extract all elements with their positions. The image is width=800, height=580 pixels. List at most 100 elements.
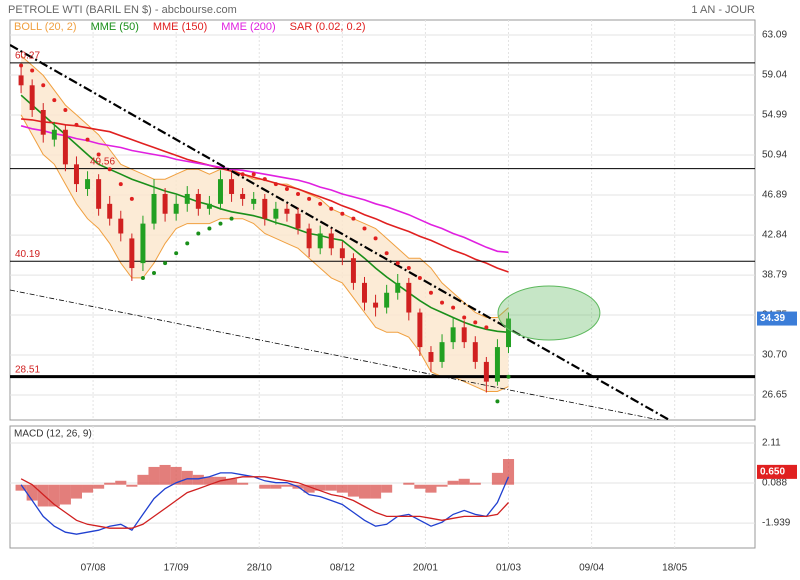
last-value: 34.39 [760, 313, 785, 324]
histogram-bar [226, 478, 238, 485]
histogram-bar [314, 484, 326, 491]
last-value-box [757, 464, 797, 479]
candle-body [118, 218, 124, 234]
sar-dot [506, 374, 511, 379]
sar-dot [30, 68, 35, 73]
sar-dot [140, 275, 145, 280]
histogram-bar [82, 484, 94, 493]
histogram-bar [104, 482, 116, 485]
y-tick-label: 46.89 [762, 190, 787, 201]
histogram-bar [414, 484, 426, 489]
period-label: 1 AN - JOUR [691, 4, 755, 16]
candle-body [350, 258, 356, 283]
macd-line [20, 472, 510, 535]
candle-body [384, 292, 390, 308]
candle-body [483, 361, 489, 382]
candle-body [439, 342, 445, 362]
candle-body [29, 85, 35, 110]
candle-body [85, 179, 91, 190]
histogram-bar [303, 484, 315, 493]
sar-dot [495, 399, 500, 404]
sar-dot [362, 226, 367, 231]
candle-body [306, 228, 312, 249]
sar-dot [284, 187, 289, 192]
histogram-bar [502, 459, 515, 485]
macd-title: MACD (12, 26, 9) [14, 429, 92, 440]
sar-dot [240, 172, 245, 177]
candle-body [40, 109, 46, 135]
y-tick-label: 2.11 [762, 438, 781, 449]
signal-line [20, 476, 509, 529]
histogram-bar [370, 484, 382, 499]
candle-body [217, 179, 223, 204]
level-label: 49.56 [90, 156, 115, 167]
candle-body [73, 164, 79, 185]
sar-dot [451, 305, 456, 310]
sar-dot [384, 251, 389, 256]
y-tick-label: 38.79 [762, 270, 787, 281]
sar-dot [428, 290, 433, 295]
level-label: 40.19 [15, 249, 40, 260]
histogram-bar [336, 484, 348, 493]
sar-dot [417, 275, 422, 280]
candle-body [162, 193, 168, 214]
candle-body [450, 327, 456, 343]
sar-dot [229, 216, 234, 221]
x-tick-label: 01/03 [496, 563, 521, 574]
sar-dot [63, 107, 68, 112]
bollinger-lower [20, 114, 509, 392]
candle-body [362, 282, 367, 303]
candle-body [96, 179, 102, 209]
sar-dot [373, 236, 378, 241]
sar-dot [118, 182, 123, 187]
sar-dot [307, 196, 312, 201]
y-tick-label: 54.99 [762, 110, 787, 121]
moving-average-line [20, 125, 509, 254]
histogram-bar [181, 470, 193, 485]
sar-dot [85, 137, 90, 142]
sar-dot [351, 216, 356, 221]
sar-dot [129, 196, 134, 201]
last-value: 0.650 [760, 467, 785, 478]
histogram-bar [126, 484, 138, 487]
sar-dot [185, 241, 190, 246]
target-zone [497, 285, 601, 341]
level-label: 60.27 [15, 51, 40, 62]
candle-body [406, 282, 412, 313]
sar-dot [251, 172, 256, 177]
sar-dot [340, 211, 345, 216]
histogram-bar [26, 484, 38, 501]
trend-line [10, 289, 662, 420]
histogram-bar [59, 484, 71, 505]
candle-body [140, 223, 146, 264]
candle-body [18, 75, 24, 86]
candle-body [173, 203, 179, 214]
x-tick-label: 17/09 [164, 563, 189, 574]
y-tick-label: 59.04 [762, 70, 787, 81]
histogram-bar [203, 476, 215, 485]
candle-body [461, 327, 467, 343]
histogram-bar [170, 466, 182, 485]
sar-dot [52, 98, 57, 103]
sar-dot [318, 201, 323, 206]
candle-body [62, 129, 68, 165]
y-tick-label: 42.84 [762, 230, 787, 241]
sar-dot [262, 177, 267, 182]
candle-body [195, 193, 201, 209]
candle-body [494, 347, 500, 382]
candle-body [428, 352, 434, 362]
macd-plot [10, 426, 755, 548]
histogram-bar [325, 484, 337, 491]
histogram-bar [159, 464, 171, 485]
sar-dot [329, 206, 334, 211]
candle-body [273, 208, 279, 219]
histogram-bar [237, 482, 249, 485]
candle-body [373, 302, 379, 308]
y-tick-label: 0.088 [762, 478, 787, 489]
x-tick-label: 20/01 [413, 563, 438, 574]
sar-dot [19, 63, 24, 68]
x-tick-label: 09/04 [579, 563, 604, 574]
legend-entry: MME (200) [221, 21, 275, 33]
candle-body [51, 129, 57, 140]
histogram-bar [148, 466, 160, 485]
